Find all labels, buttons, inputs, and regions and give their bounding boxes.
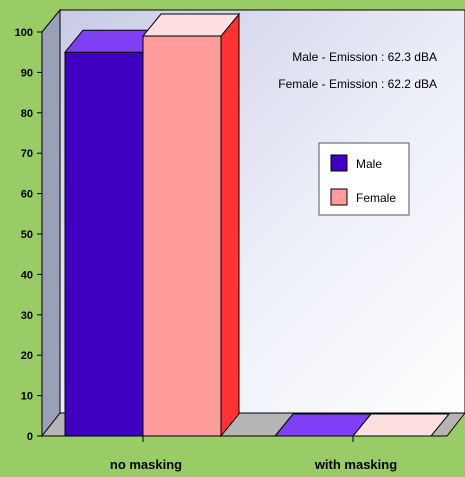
y-tick-label: 50 <box>21 229 33 241</box>
bar-front <box>64 51 144 437</box>
y-tick-label: 40 <box>21 269 33 281</box>
x-category-label: with masking <box>314 457 397 472</box>
legend: Male Female <box>318 142 410 216</box>
y-tick-label: 20 <box>21 350 33 362</box>
x-category-label: no masking <box>110 457 182 472</box>
legend-label-male: Male <box>356 157 382 171</box>
bar-top <box>351 413 451 437</box>
y-tick-label: 10 <box>21 391 33 403</box>
legend-swatch-female <box>330 188 348 206</box>
annotation-female-emission: Female - Emission : 62.2 dBA <box>278 77 437 91</box>
y-tick-label: 60 <box>21 189 33 201</box>
annotation-male-emission: Male - Emission : 62.3 dBA <box>292 50 437 64</box>
y-tick-label: 90 <box>21 67 33 79</box>
bar-front <box>142 35 222 437</box>
y-tick-label: 70 <box>21 148 33 160</box>
bar-female-1 <box>351 413 451 437</box>
legend-label-female: Female <box>356 191 396 205</box>
bar-side <box>220 12 240 438</box>
y-tick-label: 100 <box>15 27 33 39</box>
y-tick-label: 30 <box>21 310 33 322</box>
bar-top <box>141 13 241 37</box>
y-tick-label: 80 <box>21 108 33 120</box>
y-tick-label: 0 <box>27 431 33 443</box>
legend-swatch-male <box>330 154 348 172</box>
bar-female-0 <box>141 12 241 438</box>
chart-side-wall <box>41 8 61 438</box>
